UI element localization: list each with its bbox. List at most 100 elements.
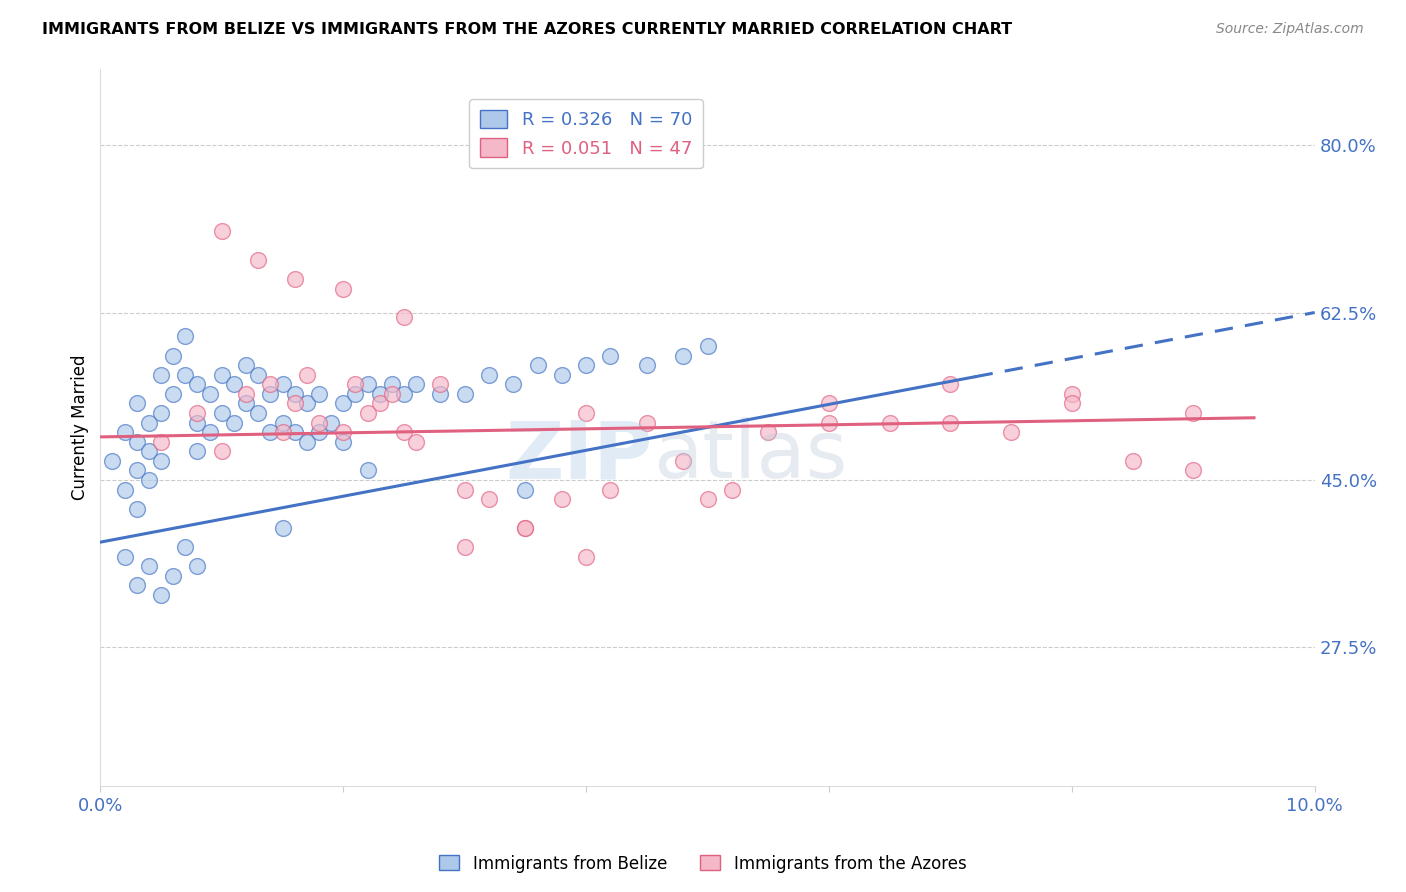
- Point: [720, 483, 742, 497]
- Point: [162, 349, 184, 363]
- Point: [1060, 387, 1083, 401]
- Point: [515, 521, 537, 535]
- Point: [271, 416, 294, 430]
- Point: [259, 377, 281, 392]
- Point: [235, 387, 257, 401]
- Point: [114, 549, 136, 564]
- Point: [222, 377, 245, 392]
- Point: [368, 396, 391, 410]
- Legend: Immigrants from Belize, Immigrants from the Azores: Immigrants from Belize, Immigrants from …: [433, 848, 973, 880]
- Point: [1182, 463, 1205, 477]
- Point: [211, 224, 233, 238]
- Text: IMMIGRANTS FROM BELIZE VS IMMIGRANTS FROM THE AZORES CURRENTLY MARRIED CORRELATI: IMMIGRANTS FROM BELIZE VS IMMIGRANTS FRO…: [42, 22, 1012, 37]
- Point: [672, 349, 695, 363]
- Point: [453, 387, 475, 401]
- Point: [186, 416, 208, 430]
- Point: [515, 521, 537, 535]
- Point: [599, 349, 621, 363]
- Point: [1000, 425, 1022, 439]
- Point: [186, 406, 208, 420]
- Point: [879, 416, 901, 430]
- Point: [101, 454, 124, 468]
- Point: [392, 387, 415, 401]
- Point: [125, 434, 148, 449]
- Point: [939, 416, 962, 430]
- Point: [174, 540, 197, 554]
- Text: Source: ZipAtlas.com: Source: ZipAtlas.com: [1216, 22, 1364, 37]
- Point: [478, 368, 501, 382]
- Point: [138, 416, 160, 430]
- Point: [114, 483, 136, 497]
- Point: [356, 377, 378, 392]
- Point: [756, 425, 779, 439]
- Point: [392, 310, 415, 325]
- Point: [295, 434, 318, 449]
- Point: [381, 387, 404, 401]
- Point: [599, 483, 621, 497]
- Point: [332, 396, 354, 410]
- Point: [1060, 396, 1083, 410]
- Point: [696, 339, 718, 353]
- Point: [696, 492, 718, 507]
- Point: [259, 425, 281, 439]
- Point: [125, 396, 148, 410]
- Y-axis label: Currently Married: Currently Married: [72, 355, 89, 500]
- Point: [284, 425, 307, 439]
- Point: [502, 377, 524, 392]
- Point: [392, 425, 415, 439]
- Point: [405, 377, 427, 392]
- Point: [150, 588, 173, 602]
- Point: [818, 396, 841, 410]
- Point: [235, 358, 257, 372]
- Point: [429, 387, 451, 401]
- Legend: R = 0.326   N = 70, R = 0.051   N = 47: R = 0.326 N = 70, R = 0.051 N = 47: [470, 99, 703, 169]
- Point: [526, 358, 548, 372]
- Point: [211, 406, 233, 420]
- Point: [332, 425, 354, 439]
- Point: [295, 368, 318, 382]
- Point: [575, 406, 598, 420]
- Point: [308, 416, 330, 430]
- Point: [259, 387, 281, 401]
- Point: [198, 387, 221, 401]
- Point: [344, 387, 367, 401]
- Point: [198, 425, 221, 439]
- Point: [636, 358, 658, 372]
- Point: [429, 377, 451, 392]
- Point: [453, 540, 475, 554]
- Point: [575, 358, 598, 372]
- Point: [575, 549, 598, 564]
- Point: [405, 434, 427, 449]
- Point: [211, 368, 233, 382]
- Point: [356, 463, 378, 477]
- Text: atlas: atlas: [652, 417, 848, 495]
- Point: [150, 434, 173, 449]
- Point: [368, 387, 391, 401]
- Point: [211, 444, 233, 458]
- Point: [356, 406, 378, 420]
- Point: [114, 425, 136, 439]
- Point: [319, 416, 342, 430]
- Point: [247, 406, 270, 420]
- Point: [150, 454, 173, 468]
- Point: [551, 368, 574, 382]
- Point: [295, 396, 318, 410]
- Point: [247, 252, 270, 267]
- Point: [247, 368, 270, 382]
- Point: [150, 406, 173, 420]
- Point: [162, 568, 184, 582]
- Point: [939, 377, 962, 392]
- Point: [150, 368, 173, 382]
- Point: [138, 559, 160, 574]
- Point: [672, 454, 695, 468]
- Point: [284, 272, 307, 286]
- Point: [636, 416, 658, 430]
- Point: [271, 377, 294, 392]
- Point: [344, 377, 367, 392]
- Point: [1182, 406, 1205, 420]
- Point: [453, 483, 475, 497]
- Point: [186, 559, 208, 574]
- Point: [186, 377, 208, 392]
- Point: [818, 416, 841, 430]
- Point: [174, 368, 197, 382]
